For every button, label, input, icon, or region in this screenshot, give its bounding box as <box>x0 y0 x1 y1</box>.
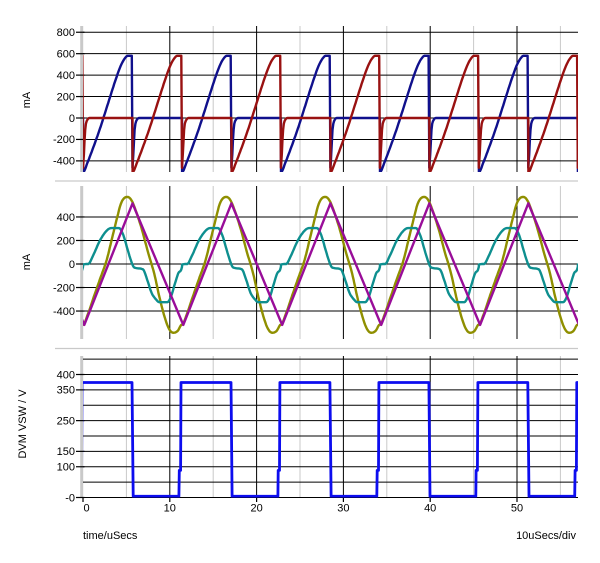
x-axis-division-label: 10uSecs/div <box>516 530 576 542</box>
x-tick-label: 10 <box>164 503 176 515</box>
y-tick-label: -400 <box>53 306 75 318</box>
x-axis-label: time/uSecs <box>83 530 138 542</box>
y-tick-label: 0 <box>69 259 75 271</box>
y-tick-label: 600 <box>57 48 75 60</box>
middle-current-plot: 400 200 0 -200 -400 <box>53 186 578 339</box>
y-tick-label: 150 <box>57 446 75 458</box>
y-axis-label-bottom: DVM VSW / V <box>17 389 29 459</box>
rectifier-current-blue-trace <box>83 54 578 172</box>
output-current-teal-trace <box>83 226 578 304</box>
y-tick-label: 100 <box>57 462 75 474</box>
y-tick-label: 0 <box>69 113 75 125</box>
y-tick-label: 400 <box>57 369 75 381</box>
y-axis-label-top: mA <box>21 91 33 109</box>
switch-node-voltage-plot-pane[interactable] <box>83 356 578 498</box>
x-tick-label: 30 <box>337 503 349 515</box>
y-tick-label: 200 <box>57 235 75 247</box>
magnetizing-current-purple-trace <box>83 202 578 327</box>
switch-voltage-blue-trace <box>83 381 578 498</box>
y-tick-label: 350 <box>57 385 75 397</box>
rectifier-current-red-trace <box>83 54 578 172</box>
y-tick-label: 400 <box>57 212 75 224</box>
y-tick-label: -400 <box>53 156 75 168</box>
y-axis-label-middle: mA <box>21 253 33 271</box>
y-axis-band <box>80 186 84 339</box>
y-tick-label: -200 <box>53 282 75 294</box>
y-axis-band <box>80 356 84 498</box>
switch-node-voltage-plot: 400 350 250 150 100 -0 <box>57 356 578 504</box>
middle-current-plot-pane[interactable] <box>83 186 578 339</box>
y-tick-label: 800 <box>57 27 75 39</box>
x-tick-label: 50 <box>511 503 523 515</box>
top-current-plot: 800 600 400 200 0 -200 -400 <box>53 26 578 172</box>
top-current-plot-pane[interactable] <box>83 26 578 172</box>
y-tick-label: 250 <box>57 415 75 427</box>
x-tick-label: 40 <box>424 503 436 515</box>
y-tick-label: -200 <box>53 134 75 146</box>
x-tick-label: 0 <box>83 503 89 515</box>
y-tick-label: -0 <box>65 492 75 504</box>
y-tick-label: 400 <box>57 70 75 82</box>
y-axis-band <box>80 26 84 172</box>
y-tick-label: 200 <box>57 91 75 103</box>
resonant-current-olive-trace <box>83 195 578 334</box>
x-tick-label: 20 <box>250 503 262 515</box>
